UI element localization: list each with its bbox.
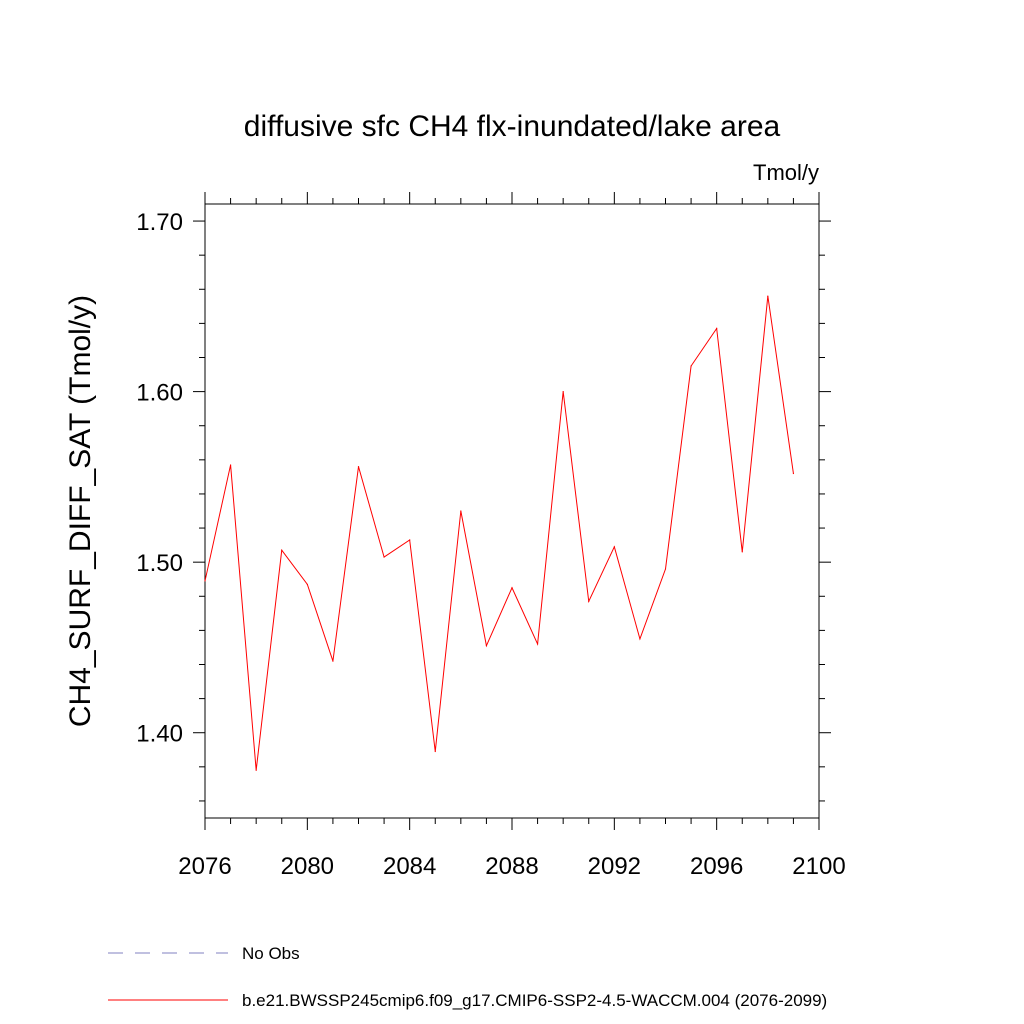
x-tick-label: 2076 xyxy=(178,853,231,880)
data-point xyxy=(255,769,257,771)
data-point xyxy=(741,551,743,553)
data-point xyxy=(562,391,564,393)
data-point xyxy=(281,549,283,551)
x-tick-label: 2080 xyxy=(281,853,334,880)
data-point xyxy=(229,464,232,466)
y-tick-label: 1.60 xyxy=(136,380,183,407)
data-point xyxy=(460,510,462,512)
data-point xyxy=(434,750,436,753)
data-point xyxy=(767,295,769,297)
chart-title: diffusive sfc CH4 flx-inundated/lake are… xyxy=(244,110,781,143)
data-point xyxy=(613,546,615,548)
data-point xyxy=(204,580,206,582)
data-point xyxy=(409,539,411,541)
x-tick-label: 2092 xyxy=(588,853,641,880)
data-point xyxy=(357,466,360,468)
legend: No Obs b.e21.BWSSP245cmip6.f09_g17.CMIP6… xyxy=(108,944,827,1010)
y-tick-label: 1.50 xyxy=(136,550,183,577)
data-point xyxy=(639,638,641,640)
y-tick-label: 1.40 xyxy=(136,721,183,748)
x-tick-label: 2088 xyxy=(485,853,538,880)
units-label: Tmol/y xyxy=(753,160,819,185)
y-axis-label: CH4_SURF_DIFF_SAT (Tmol/y) xyxy=(64,295,97,727)
data-point xyxy=(511,587,513,589)
x-tick-label: 2084 xyxy=(383,853,436,880)
y-tick-label: 1.70 xyxy=(136,209,183,236)
legend-label-no-obs: No Obs xyxy=(242,944,300,963)
data-point xyxy=(588,600,590,602)
data-point xyxy=(690,365,692,367)
data-point xyxy=(792,472,795,475)
axis-ticks: 2076 2080 2084 2088 2092 2096 2100 1.40 1.50 1.60… xyxy=(136,192,846,880)
data-point xyxy=(664,568,667,570)
x-tick-label: 2100 xyxy=(792,853,845,880)
data-point xyxy=(485,645,488,647)
data-point xyxy=(536,643,539,645)
series-layer xyxy=(204,295,795,771)
data-point xyxy=(332,660,334,662)
data-point xyxy=(716,327,718,330)
legend-label-model: b.e21.BWSSP245cmip6.f09_g17.CMIP6-SSP2-4… xyxy=(242,991,827,1010)
data-point xyxy=(306,583,308,585)
x-tick-label: 2096 xyxy=(690,853,743,880)
data-point xyxy=(383,556,385,558)
series-line-0 xyxy=(204,296,794,771)
plot-frame xyxy=(204,203,820,819)
